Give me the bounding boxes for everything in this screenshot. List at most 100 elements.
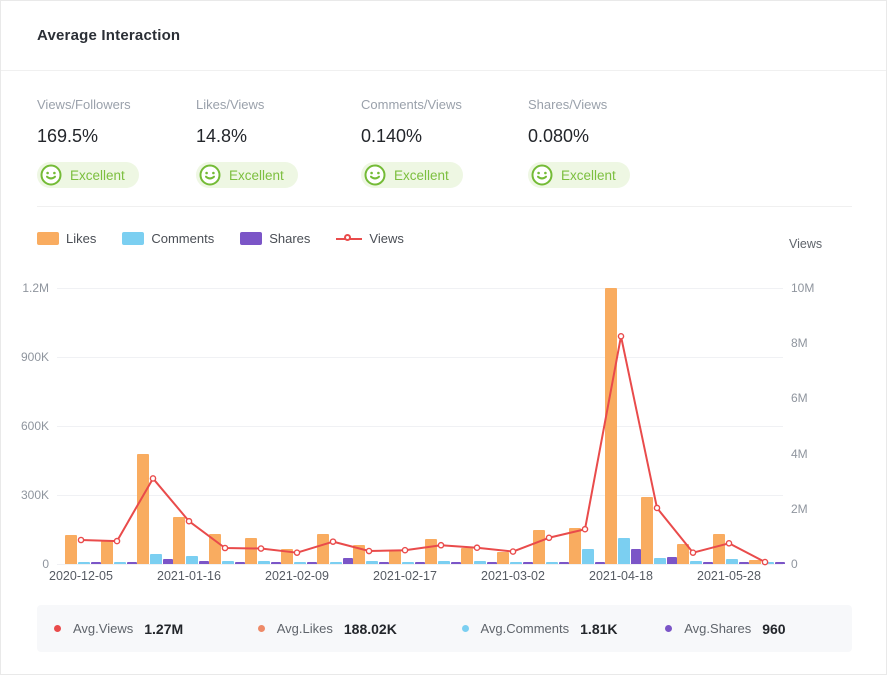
bar-shares[interactable] xyxy=(415,562,425,564)
bar-shares[interactable] xyxy=(739,562,749,564)
right-axis-tick: 0 xyxy=(791,557,798,571)
left-axis-tick: 300K xyxy=(20,488,49,502)
legend-item-likes[interactable]: Likes xyxy=(37,231,96,246)
views-data-point[interactable] xyxy=(365,547,373,555)
bar-shares[interactable] xyxy=(775,562,785,564)
bar-likes[interactable] xyxy=(605,288,617,564)
views-line-marker-icon xyxy=(336,232,363,245)
bar-comments[interactable] xyxy=(366,561,378,564)
views-data-point[interactable] xyxy=(725,539,733,547)
gridline xyxy=(57,563,783,565)
views-data-point[interactable] xyxy=(473,544,481,552)
bar-shares[interactable] xyxy=(559,562,569,564)
bar-shares[interactable] xyxy=(451,562,461,564)
bar-shares[interactable] xyxy=(271,562,281,564)
bar-shares[interactable] xyxy=(235,562,245,564)
stat-avg-shares: Avg.Shares 960 xyxy=(648,621,852,637)
views-data-point[interactable] xyxy=(185,517,193,525)
bar-likes[interactable] xyxy=(713,534,725,564)
bar-likes[interactable] xyxy=(677,544,689,564)
views-data-point[interactable] xyxy=(509,548,517,555)
metric-shares-views: Shares/Views 0.080% Excellent xyxy=(528,97,630,192)
bar-likes[interactable] xyxy=(137,453,149,564)
smiley-icon xyxy=(199,164,221,186)
bar-comments[interactable] xyxy=(726,559,738,564)
bar-likes[interactable] xyxy=(641,497,653,564)
bar-likes[interactable] xyxy=(461,547,473,564)
legend-label: Comments xyxy=(151,231,215,246)
views-data-point[interactable] xyxy=(761,558,769,566)
stat-label: Avg.Comments xyxy=(480,621,570,636)
bar-comments[interactable] xyxy=(222,561,234,564)
bar-likes[interactable] xyxy=(389,549,401,564)
views-data-point[interactable] xyxy=(401,546,409,554)
bar-shares[interactable] xyxy=(487,562,497,564)
bar-comments[interactable] xyxy=(330,561,342,564)
legend-item-comments[interactable]: Comments xyxy=(122,231,214,246)
bar-comments[interactable] xyxy=(438,561,450,564)
views-data-point[interactable] xyxy=(113,537,121,545)
bar-comments[interactable] xyxy=(546,562,558,564)
bar-shares[interactable] xyxy=(199,561,209,564)
views-data-point[interactable] xyxy=(689,549,697,556)
bar-comments[interactable] xyxy=(474,561,486,564)
views-data-point[interactable] xyxy=(293,549,301,556)
views-data-point[interactable] xyxy=(545,534,553,542)
comments-dot-icon xyxy=(461,625,469,632)
bar-shares[interactable] xyxy=(91,562,101,564)
bar-likes[interactable] xyxy=(245,538,257,564)
views-data-point[interactable] xyxy=(257,545,265,552)
bar-shares[interactable] xyxy=(667,556,677,564)
bar-comments[interactable] xyxy=(258,561,270,564)
bar-shares[interactable] xyxy=(379,562,389,564)
views-data-point[interactable] xyxy=(617,333,625,340)
bar-shares[interactable] xyxy=(307,562,317,564)
bar-likes[interactable] xyxy=(101,541,113,564)
bar-likes[interactable] xyxy=(569,527,581,564)
bar-comments[interactable] xyxy=(78,562,90,564)
bar-likes[interactable] xyxy=(317,534,329,564)
bar-shares[interactable] xyxy=(523,562,533,564)
stat-avg-views: Avg.Views 1.27M xyxy=(37,621,241,637)
bar-shares[interactable] xyxy=(595,562,605,564)
bar-shares[interactable] xyxy=(127,562,137,564)
views-data-point[interactable] xyxy=(329,538,337,545)
bar-likes[interactable] xyxy=(497,552,509,564)
views-data-point[interactable] xyxy=(653,504,661,512)
bar-comments[interactable] xyxy=(402,561,414,564)
bar-comments[interactable] xyxy=(510,562,522,564)
bar-likes[interactable] xyxy=(425,538,437,564)
legend-label: Likes xyxy=(66,231,97,246)
views-data-point[interactable] xyxy=(77,536,85,544)
views-data-point[interactable] xyxy=(437,541,445,549)
metric-value: 0.140% xyxy=(361,126,423,146)
bar-comments[interactable] xyxy=(618,537,630,564)
rating-badge: Excellent xyxy=(528,162,630,188)
bar-comments[interactable] xyxy=(654,557,666,564)
bar-likes[interactable] xyxy=(749,560,761,564)
metric-label: Views/Followers xyxy=(37,97,131,112)
bar-shares[interactable] xyxy=(703,562,713,564)
x-axis-tick: 2020-12-05 xyxy=(49,569,113,583)
legend-item-views[interactable]: Views xyxy=(336,231,404,246)
bar-comments[interactable] xyxy=(114,561,126,564)
views-data-point[interactable] xyxy=(221,544,229,552)
bar-comments[interactable] xyxy=(582,549,594,564)
bar-likes[interactable] xyxy=(65,535,77,564)
bar-shares[interactable] xyxy=(343,558,353,564)
bar-likes[interactable] xyxy=(281,549,293,564)
metric-views-followers: Views/Followers 169.5% Excellent xyxy=(37,97,139,192)
metric-label: Likes/Views xyxy=(196,97,265,112)
bar-shares[interactable] xyxy=(631,549,641,564)
bar-comments[interactable] xyxy=(690,561,702,564)
bar-comments[interactable] xyxy=(294,562,306,564)
bar-likes[interactable] xyxy=(533,529,545,564)
bar-comments[interactable] xyxy=(150,553,162,564)
legend-item-shares[interactable]: Shares xyxy=(240,231,310,246)
bar-likes[interactable] xyxy=(173,516,185,564)
metric-comments-views: Comments/Views 0.140% Excellent xyxy=(361,97,463,192)
bar-comments[interactable] xyxy=(186,555,198,564)
views-data-point[interactable] xyxy=(581,525,589,533)
views-data-point[interactable] xyxy=(149,475,157,482)
bar-shares[interactable] xyxy=(163,558,173,564)
